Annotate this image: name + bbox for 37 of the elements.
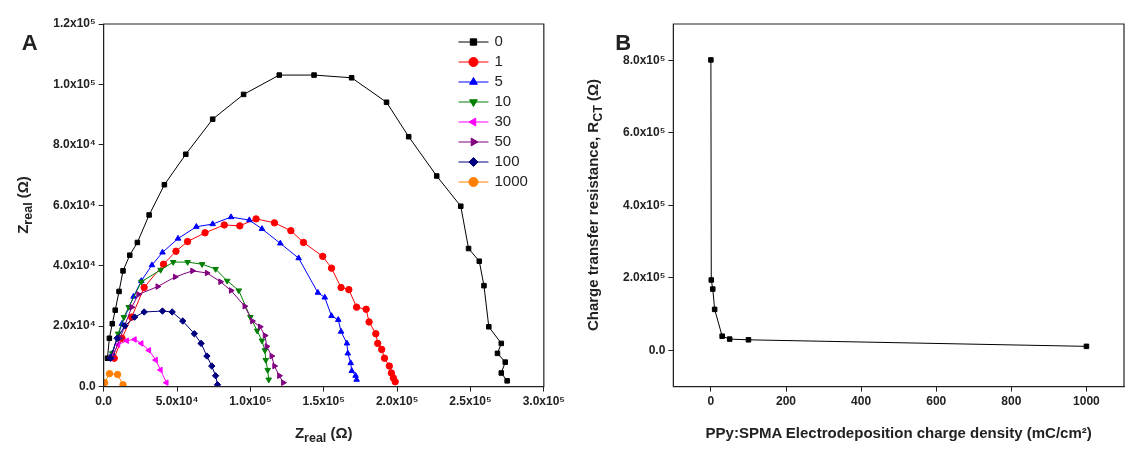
x-tick-label: 200 (775, 394, 797, 409)
legend-label: 1 (494, 52, 503, 70)
x-tick-label: 1000 (1073, 394, 1101, 409)
x-tick-label: 0 (707, 394, 715, 409)
x-tick-label: 0.0 (95, 394, 113, 409)
x-tick-label: 5.0x10⁴ (155, 394, 199, 409)
x-axis-title: PPy:SPMA Electrodeposition charge density (mC/cm²) (705, 424, 1092, 441)
x-axis-title: Z$_{real}$ (Ω) (294, 424, 353, 445)
y-tick-label: 2.0x10⁴ (53, 318, 96, 333)
y-tick-label: 2.0x10⁵ (623, 270, 666, 285)
x-tick-label: 2.5x10⁵ (449, 394, 492, 409)
y-tick-label: 6.0x10⁵ (623, 125, 666, 140)
x-tick-label: 2.0x10⁵ (375, 394, 419, 409)
legend-label: 1000 (494, 172, 528, 190)
x-tick-label: 1.5x10⁵ (302, 394, 345, 409)
y-tick-label: 8.0x10⁴ (53, 137, 96, 152)
x-tick-label: 400 (851, 394, 872, 409)
y-tick-label: 0.0 (78, 378, 96, 393)
legend-label: 5 (494, 72, 503, 90)
legend-label: 10 (494, 92, 512, 110)
x-tick-label: 800 (1001, 394, 1022, 409)
text: B (615, 30, 632, 55)
legend-label: 50 (494, 132, 512, 150)
y-tick-label: 0.0 (648, 342, 666, 357)
y-tick-label: 1.2x10⁵ (53, 16, 96, 31)
x-tick-label: 600 (926, 394, 947, 409)
y-tick-label: 6.0x10⁴ (53, 197, 96, 212)
y-tick-label: 8.0x10⁵ (623, 52, 666, 67)
y-tick-label: 4.0x10⁵ (623, 197, 666, 212)
x-tick-label: 1.0x10⁵ (229, 394, 272, 409)
text: A (21, 30, 38, 56)
legend-label: 30 (494, 112, 512, 130)
legend-label: 100 (494, 152, 520, 170)
y-tick-label: 1.0x10⁵ (53, 76, 96, 91)
legend-label: 0 (494, 32, 503, 50)
x-tick-label: 3.0x10⁵ (522, 394, 565, 409)
y-tick-label: 4.0x10⁴ (53, 258, 96, 273)
